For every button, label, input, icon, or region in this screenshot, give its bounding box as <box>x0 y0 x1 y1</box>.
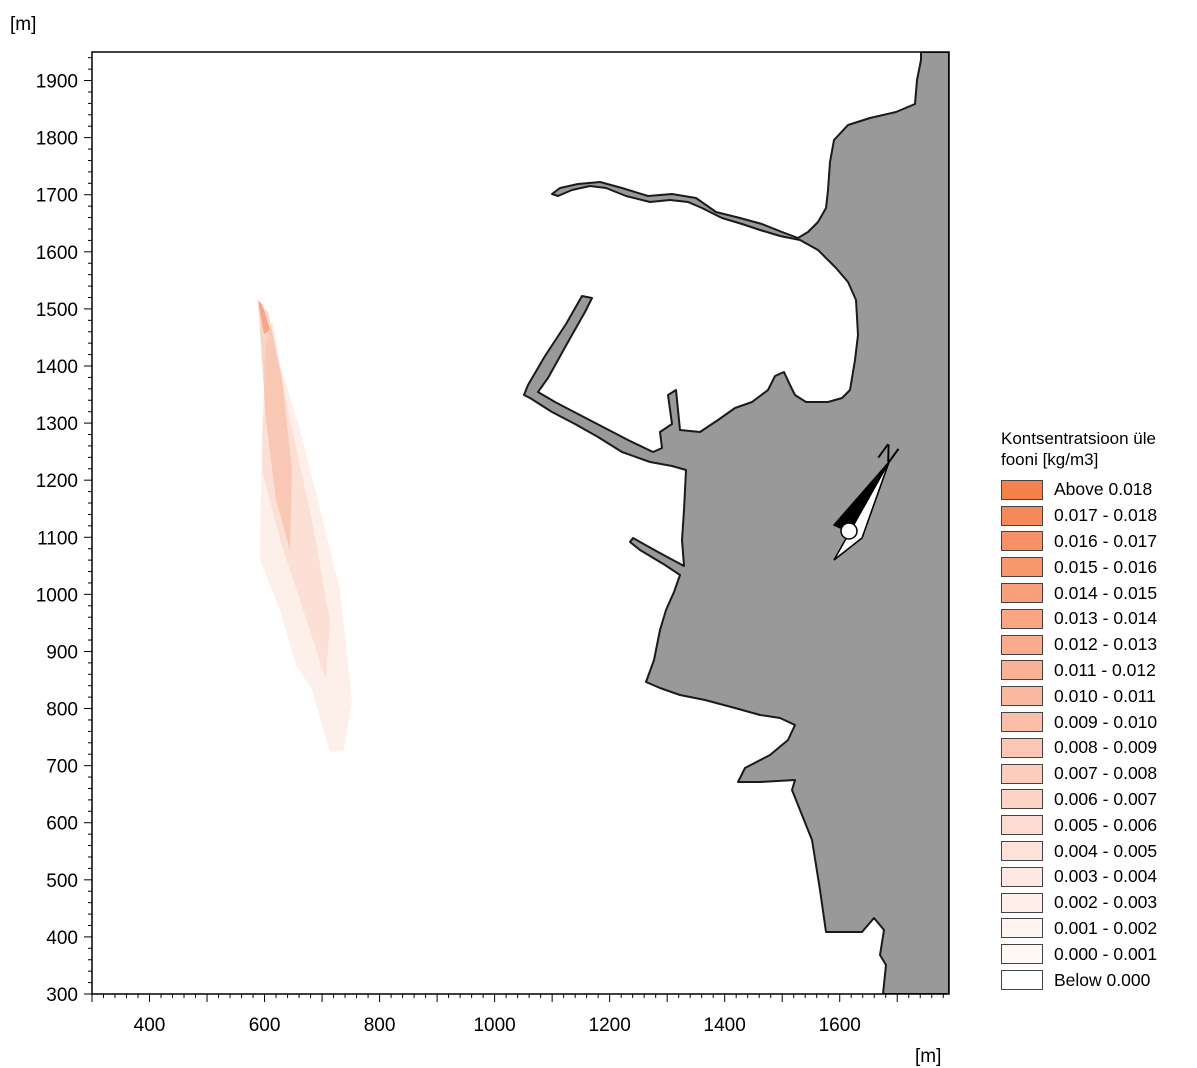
y-axis-unit: [m] <box>10 14 36 35</box>
y-tick-label: 1100 <box>37 528 78 549</box>
y-tick-label: 800 <box>46 700 78 721</box>
legend-item: 0.009 - 0.010 <box>1001 709 1197 735</box>
y-tick-label: 1700 <box>36 186 78 207</box>
legend-label: 0.007 - 0.008 <box>1054 763 1158 784</box>
legend-swatch <box>1001 763 1043 784</box>
x-axis: 400 600 800 1000 1200 1400 1600 <box>91 994 944 1036</box>
x-axis-unit: [m] <box>915 1046 941 1067</box>
y-tick-label: 700 <box>46 757 78 778</box>
y-tick-label: 1600 <box>36 243 78 264</box>
x-tick-label: 1400 <box>704 1015 746 1036</box>
legend-swatch <box>1001 892 1043 913</box>
legend-label: Above 0.018 <box>1054 479 1153 500</box>
legend-label: 0.016 - 0.017 <box>1054 530 1158 551</box>
legend-item: 0.002 - 0.003 <box>1001 890 1197 916</box>
legend-label: 0.012 - 0.013 <box>1054 634 1158 655</box>
land-area <box>523 52 949 994</box>
legend-item: 0.013 - 0.014 <box>1001 606 1197 632</box>
legend-label: 0.002 - 0.003 <box>1054 892 1158 913</box>
y-tick-label: 1800 <box>36 129 78 150</box>
legend-item: 0.012 - 0.013 <box>1001 632 1197 658</box>
legend-item: 0.005 - 0.006 <box>1001 812 1197 838</box>
legend-label: 0.009 - 0.010 <box>1054 711 1158 732</box>
y-tick-label: 1900 <box>36 72 78 93</box>
legend-item: 0.006 - 0.007 <box>1001 787 1197 813</box>
legend: Kontsentratsioon üle fooni [kg/m3] Above… <box>1001 428 1197 993</box>
concentration-plume <box>258 300 352 752</box>
legend-label: 0.004 - 0.005 <box>1054 840 1158 861</box>
legend-label: 0.006 - 0.007 <box>1054 788 1158 809</box>
legend-swatch <box>1001 686 1043 707</box>
y-tick-label: 400 <box>46 928 78 949</box>
legend-label: 0.000 - 0.001 <box>1054 943 1158 964</box>
legend-items: Above 0.018 0.017 - 0.018 0.016 - 0.017 0.0… <box>1001 477 1197 993</box>
legend-title: Kontsentratsioon üle fooni [kg/m3] <box>1001 429 1156 469</box>
x-tick-label: 1000 <box>473 1015 515 1036</box>
y-tick-label: 900 <box>46 642 78 663</box>
legend-item: 0.017 - 0.018 <box>1001 503 1197 529</box>
legend-item: Below 0.000 <box>1001 967 1197 993</box>
legend-swatch <box>1001 866 1043 887</box>
plume-source <box>258 300 270 334</box>
north-arrow-icon: N <box>832 438 902 561</box>
y-tick-label: 1500 <box>36 300 78 321</box>
legend-swatch <box>1001 608 1043 629</box>
legend-swatch <box>1001 479 1043 500</box>
legend-label: 0.013 - 0.014 <box>1054 608 1158 629</box>
legend-item: 0.015 - 0.016 <box>1001 554 1197 580</box>
legend-item: 0.000 - 0.001 <box>1001 941 1197 967</box>
legend-swatch <box>1001 712 1043 733</box>
x-tick-label: 1200 <box>589 1015 631 1036</box>
legend-swatch <box>1001 583 1043 604</box>
legend-label: 0.001 - 0.002 <box>1054 917 1158 938</box>
legend-label: 0.003 - 0.004 <box>1054 866 1158 887</box>
legend-swatch <box>1001 660 1043 681</box>
legend-swatch <box>1001 944 1043 965</box>
legend-item: 0.016 - 0.017 <box>1001 529 1197 555</box>
y-tick-label: 1200 <box>36 471 78 492</box>
legend-item: 0.008 - 0.009 <box>1001 735 1197 761</box>
legend-item: 0.004 - 0.005 <box>1001 838 1197 864</box>
legend-label: 0.014 - 0.015 <box>1054 582 1158 603</box>
legend-label: 0.017 - 0.018 <box>1054 505 1158 526</box>
legend-label: 0.011 - 0.012 <box>1054 659 1156 680</box>
legend-label: 0.008 - 0.009 <box>1054 737 1158 758</box>
legend-label: 0.005 - 0.006 <box>1054 814 1158 835</box>
plume-core <box>258 302 292 550</box>
map-frame <box>91 51 950 995</box>
x-tick-label: 600 <box>249 1015 281 1036</box>
legend-swatch <box>1001 970 1043 991</box>
legend-label: 0.010 - 0.011 <box>1054 685 1156 706</box>
legend-swatch <box>1001 505 1043 526</box>
legend-swatch <box>1001 789 1043 810</box>
legend-label: Below 0.000 <box>1054 969 1151 990</box>
x-tick-label: 1600 <box>819 1015 861 1036</box>
legend-swatch <box>1001 531 1043 552</box>
legend-item: Above 0.018 <box>1001 477 1197 503</box>
legend-item: 0.003 - 0.004 <box>1001 864 1197 890</box>
legend-swatch <box>1001 918 1043 939</box>
legend-item: 0.010 - 0.011 <box>1001 683 1197 709</box>
y-tick-label: 1400 <box>36 357 78 378</box>
legend-swatch <box>1001 841 1043 862</box>
legend-label: 0.015 - 0.016 <box>1054 556 1158 577</box>
y-tick-label: 600 <box>46 814 78 835</box>
legend-item: 0.007 - 0.008 <box>1001 761 1197 787</box>
legend-swatch <box>1001 737 1043 758</box>
y-tick-label: 1000 <box>36 585 78 606</box>
legend-item: 0.014 - 0.015 <box>1001 580 1197 606</box>
x-tick-label: 800 <box>364 1015 396 1036</box>
legend-swatch <box>1001 557 1043 578</box>
legend-swatch <box>1001 815 1043 836</box>
y-tick-label: 1300 <box>36 414 78 435</box>
y-axis: 1900 1800 1700 1600 1500 1400 1300 1200 1100 1000… <box>36 57 92 1006</box>
legend-item: 0.001 - 0.002 <box>1001 916 1197 942</box>
x-tick-label: 400 <box>134 1015 166 1036</box>
y-tick-label: 300 <box>46 985 78 1006</box>
y-tick-label: 500 <box>46 871 78 892</box>
legend-item: 0.011 - 0.012 <box>1001 658 1197 684</box>
legend-swatch <box>1001 634 1043 655</box>
